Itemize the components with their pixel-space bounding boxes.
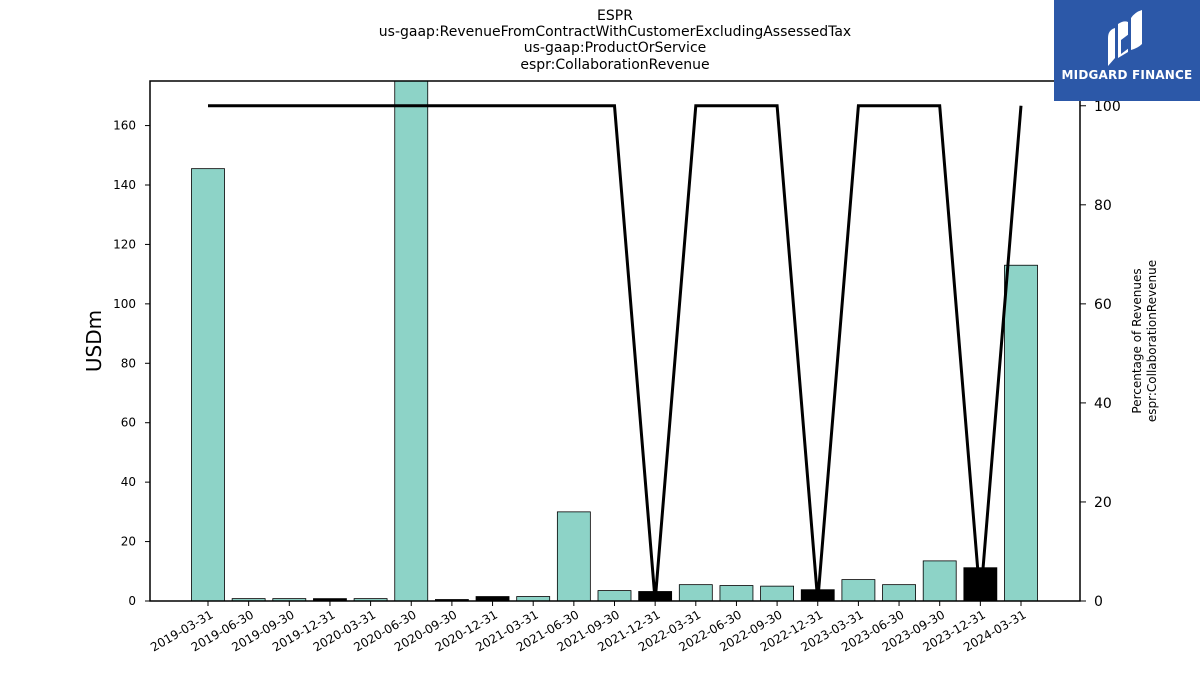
y-tick-label: 40 (121, 475, 136, 489)
y2-tick-label: 20 (1094, 495, 1112, 511)
x-axis-ticks: 2019-03-312019-06-302019-09-302019-12-31… (148, 601, 1029, 654)
bar-2019-03-31 (191, 168, 225, 602)
y-tick-label: 80 (121, 356, 136, 370)
bar-2021-06-30 (556, 511, 591, 602)
title-line-3: us-gaap:ProductOrService (524, 40, 707, 56)
title-line-4: espr:CollaborationRevenue (520, 57, 709, 73)
y-tick-label: 0 (128, 594, 136, 608)
y2-tick-label: 60 (1094, 297, 1112, 313)
bar-2021-09-30 (597, 590, 632, 602)
bar-2022-06-30 (719, 585, 754, 602)
y2-tick-label: 0 (1094, 594, 1103, 610)
title-line-1: ESPR (597, 8, 633, 24)
y2-tick-label: 80 (1094, 198, 1112, 214)
plot-frame (149, 80, 1081, 602)
y-tick-label: 120 (113, 237, 136, 251)
percentage-line (208, 104, 1023, 602)
bar-2023-03-31 (841, 579, 876, 602)
logo-mark-icon (1108, 10, 1142, 66)
y-tick-label: 160 (113, 119, 136, 133)
chart-title: ESPR us-gaap:RevenueFromContractWithCust… (379, 8, 851, 73)
brand-logo: MIDGARD FINANCE (1054, 0, 1200, 101)
y2-axis-label-line-1: Percentage of Revenues (1130, 268, 1144, 413)
y-tick-label: 20 (121, 535, 136, 549)
bar-2023-09-30 (922, 560, 957, 602)
left-axis-ticks: 0 20 40 60 80 100 120 140 160 (113, 119, 150, 608)
bars-group (191, 80, 1038, 602)
right-axis-ticks: 0 20 40 60 80 100 (1080, 99, 1121, 610)
bar-2020-06-30 (394, 80, 429, 602)
y-tick-label: 140 (113, 178, 136, 192)
bar-2023-06-30 (882, 584, 916, 602)
y2-axis-label-line-2: espr:CollaborationRevenue (1145, 260, 1159, 422)
bar-2022-09-30 (760, 585, 794, 602)
y-tick-label: 60 (121, 416, 136, 430)
y-axis-label: USDm (82, 310, 106, 372)
bar-2024-03-31 (1004, 264, 1038, 602)
line-series-group (208, 104, 1023, 602)
y2-tick-label: 100 (1094, 99, 1121, 115)
y-tick-label: 100 (113, 297, 136, 311)
logo-text: MIDGARD FINANCE (1061, 68, 1193, 82)
title-line-2: us-gaap:RevenueFromContractWithCustomerE… (379, 24, 851, 40)
bar-2022-03-31 (678, 584, 713, 602)
y2-tick-label: 40 (1094, 396, 1112, 412)
